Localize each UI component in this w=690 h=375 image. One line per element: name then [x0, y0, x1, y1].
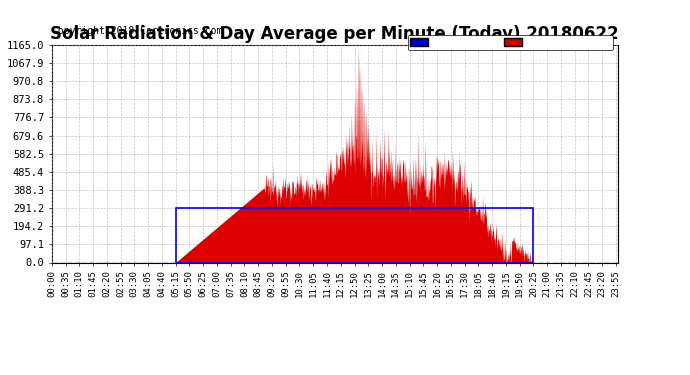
Title: Solar Radiation & Day Average per Minute (Today) 20180622: Solar Radiation & Day Average per Minute…	[50, 26, 619, 44]
Legend: Median (W/m2), Radiation (W/m2): Median (W/m2), Radiation (W/m2)	[408, 35, 613, 50]
Text: Copyright 2018 Cartronics.com: Copyright 2018 Cartronics.com	[52, 26, 222, 36]
Bar	[175, 208, 533, 262]
